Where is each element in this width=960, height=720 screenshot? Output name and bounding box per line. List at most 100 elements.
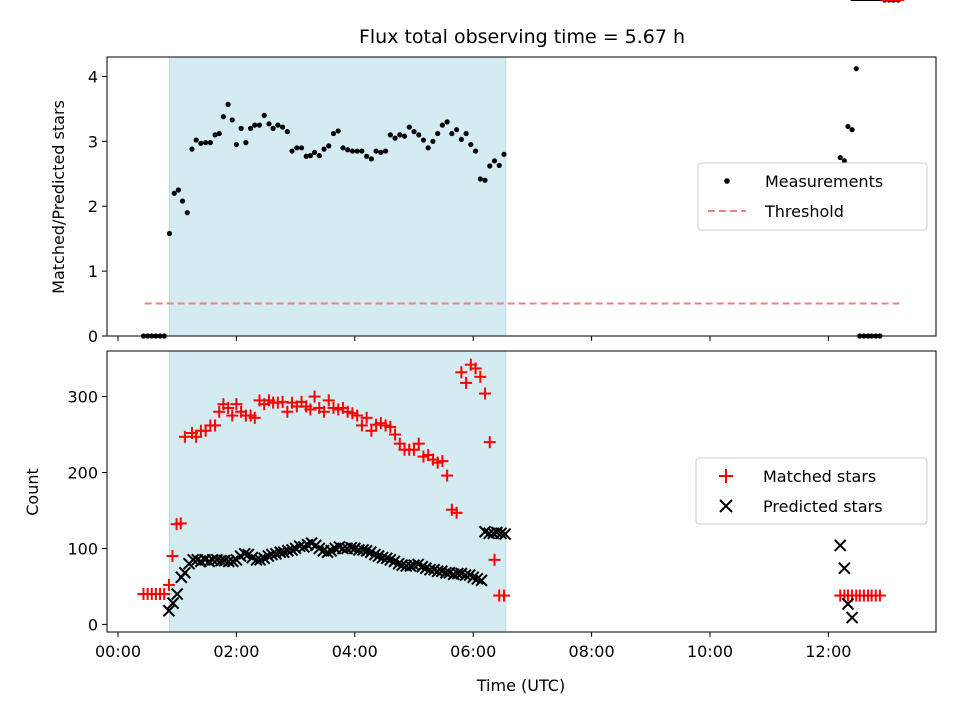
matched-star-point <box>304 403 317 416</box>
predicted-star-point <box>376 551 389 564</box>
y-tick-label: 3 <box>88 132 98 151</box>
measurement-point <box>316 153 322 159</box>
measurement-point <box>345 147 351 153</box>
matched-star-point <box>365 424 378 437</box>
legend-bottom: Matched stars Predicted stars <box>695 457 928 525</box>
measurement-point <box>279 124 286 130</box>
measurement-point <box>845 123 851 130</box>
measurement-point <box>184 210 190 216</box>
legend-top: Measurements Threshold <box>697 162 928 231</box>
measurement-point <box>430 138 436 144</box>
measurement-point <box>420 137 427 143</box>
predicted-star-point <box>841 597 855 611</box>
measurement-point <box>368 156 374 162</box>
measurement-point <box>853 66 859 72</box>
panel-count-frame <box>106 350 937 633</box>
measurement-point <box>289 148 295 154</box>
matched-star-point <box>209 419 222 432</box>
x-tick-label: 02:00 <box>213 642 259 661</box>
measurement-point <box>275 122 281 128</box>
measurement-point <box>501 151 507 157</box>
measurement-point <box>175 187 181 193</box>
matched-star-point <box>174 517 187 530</box>
legend-threshold-label: Threshold <box>764 202 844 221</box>
x-tick-label: 06:00 <box>450 642 496 661</box>
predicted-star-point <box>178 566 192 579</box>
x-tick-label: 10:00 <box>687 642 733 661</box>
measurement-point <box>468 141 474 148</box>
predicted-star-point <box>321 546 334 559</box>
legend-matched-label: Matched stars <box>763 467 876 486</box>
measurement-point <box>243 140 249 146</box>
matched-star-point <box>351 409 364 422</box>
matched-stars-points <box>137 0 905 602</box>
predicted-star-point <box>345 541 358 554</box>
panel-ratio-frame <box>106 56 937 337</box>
matched-star-point <box>355 419 368 432</box>
x-tick-label: 08:00 <box>569 642 615 661</box>
y-tick-label: 4 <box>88 67 98 86</box>
panel-count-x-ticks: 00:00 02:00 04:00 06:00 08:00 10:00 12:00 <box>95 632 851 661</box>
matched-star-point <box>479 387 492 400</box>
measurement-point <box>349 148 356 154</box>
measurement-point <box>179 198 186 204</box>
measurement-point <box>252 122 258 128</box>
measurement-point <box>387 132 393 138</box>
measurement-point <box>364 153 370 159</box>
predicted-star-point <box>226 555 240 568</box>
matched-star-point <box>360 411 373 424</box>
predicted-star-point <box>380 552 393 565</box>
x-tick-label: 04:00 <box>332 642 378 661</box>
matched-star-point <box>412 437 425 450</box>
predicted-star-point <box>368 548 382 561</box>
predicted-star-point <box>360 544 373 557</box>
predicted-star-point <box>281 544 295 557</box>
panel-count: 0 100 200 300 00:00 02:00 04:00 06:00 08:00 10:0… <box>23 0 937 695</box>
matched-star-point <box>222 401 235 414</box>
panel-ratio-y-ticks: 0 1 2 3 4 <box>88 67 107 346</box>
legend-measurements-label: Measurements <box>765 172 883 191</box>
measurement-point <box>229 117 235 123</box>
measurement-point <box>382 148 389 154</box>
measurement-point <box>256 122 263 128</box>
predicted-star-point <box>475 574 488 587</box>
predicted-star-point <box>838 561 851 575</box>
matched-star-point <box>497 589 510 602</box>
predicted-star-point <box>416 560 429 573</box>
matched-star-point <box>190 430 203 443</box>
predicted-star-point <box>498 527 512 541</box>
measurement-point <box>303 153 309 159</box>
measurement-point <box>472 148 479 154</box>
panel-ratio-ylabel: Matched/Predicted stars <box>49 100 68 294</box>
y-tick-label: 300 <box>67 388 98 407</box>
matched-star-point <box>166 550 179 563</box>
panel-count-window <box>169 350 507 633</box>
measurement-point <box>416 132 422 138</box>
predicted-star-point <box>471 572 484 586</box>
legend-bottom-box <box>695 457 928 525</box>
predicted-star-point <box>162 604 176 617</box>
chart-title: Flux total observing time = 5.67 h <box>359 26 685 48</box>
measurement-point <box>449 130 455 137</box>
matched-star-point <box>248 411 261 424</box>
y-tick-label: 200 <box>67 464 98 483</box>
x-tick-label: 12:00 <box>805 642 851 661</box>
measurement-point <box>248 125 254 131</box>
measurement-point <box>482 177 488 183</box>
panel-ratio-x-ticks <box>117 336 829 341</box>
x-axis-label: Time (UTC) <box>476 676 565 695</box>
measurement-point <box>189 146 195 152</box>
measurement-point <box>284 129 290 135</box>
predicted-star-point <box>466 571 480 584</box>
panel-ratio: 0 1 2 3 4 Matched/Predicted stars Measuremen… <box>49 0 937 346</box>
measurement-point <box>491 158 498 164</box>
measurement-point <box>220 114 226 120</box>
measurement-point <box>378 149 384 155</box>
matched-star-point <box>450 506 463 519</box>
measurement-point <box>340 145 346 151</box>
matched-star-point <box>474 370 487 383</box>
measurement-point <box>298 145 305 151</box>
measurement-point <box>330 130 337 137</box>
measurement-point <box>166 230 173 237</box>
predicted-stars-points <box>162 0 882 624</box>
